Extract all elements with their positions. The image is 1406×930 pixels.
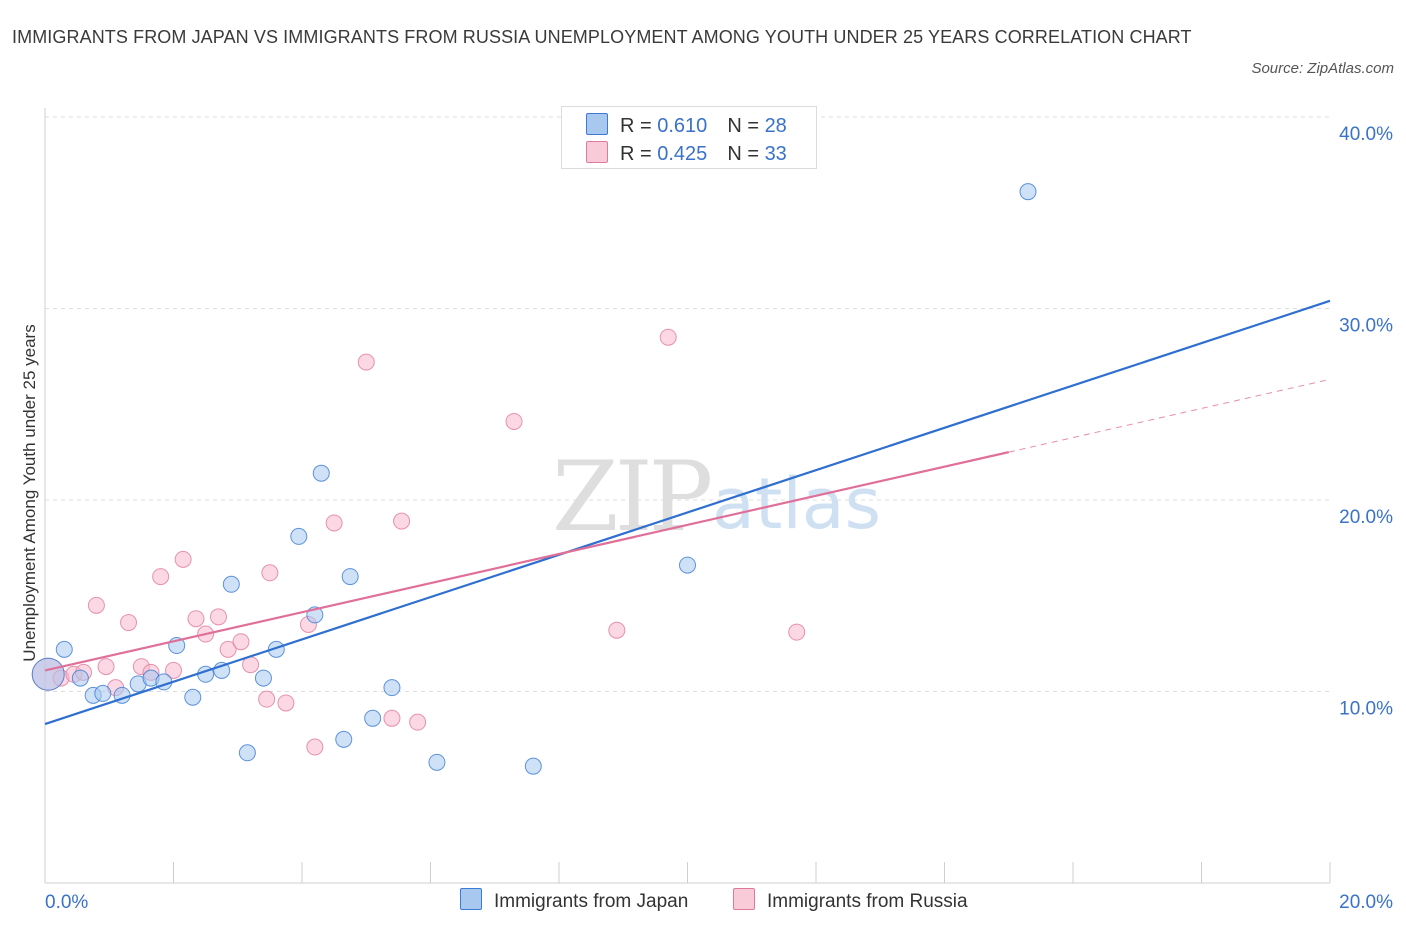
japan-r-value: 0.610 bbox=[657, 115, 708, 137]
legend-japan-swatch bbox=[460, 888, 482, 910]
russia-point[interactable] bbox=[505, 412, 523, 430]
japan-n-value: 28 bbox=[764, 115, 787, 137]
japan-point[interactable] bbox=[1019, 183, 1037, 201]
russia-point[interactable] bbox=[325, 514, 343, 532]
legend-item-japan[interactable]: Immigrants from Japan bbox=[460, 888, 688, 913]
russia-point[interactable] bbox=[608, 621, 626, 639]
russia-trend-line bbox=[44, 451, 1009, 672]
russia-point[interactable] bbox=[152, 568, 170, 586]
japan-point[interactable] bbox=[364, 709, 382, 727]
japan-point[interactable] bbox=[335, 730, 353, 748]
japan-point[interactable] bbox=[341, 568, 359, 586]
japan-point[interactable] bbox=[524, 757, 542, 775]
y-tick-label: 30.0% bbox=[1339, 316, 1393, 337]
russia-point[interactable] bbox=[788, 623, 806, 641]
chart-title: IMMIGRANTS FROM JAPAN VS IMMIGRANTS FROM… bbox=[12, 27, 1192, 47]
russia-swatch bbox=[586, 141, 608, 163]
russia-point[interactable] bbox=[261, 564, 279, 582]
russia-point[interactable] bbox=[165, 661, 182, 679]
japan-point[interactable] bbox=[383, 679, 401, 697]
legend-russia-label: Immigrants from Russia bbox=[767, 891, 968, 912]
legend-japan-label: Immigrants from Japan bbox=[494, 891, 689, 912]
russia-point[interactable] bbox=[306, 738, 324, 756]
russia-n-label: N = bbox=[727, 143, 765, 165]
japan-swatch bbox=[586, 113, 608, 135]
russia-point[interactable] bbox=[174, 550, 192, 568]
japan-point[interactable] bbox=[254, 669, 272, 687]
japan-point[interactable] bbox=[679, 556, 696, 574]
watermark: ZIP atlas bbox=[552, 441, 881, 553]
watermark-atlas: atlas bbox=[712, 463, 881, 545]
russia-point[interactable] bbox=[383, 709, 401, 727]
stats-row-russia: R = 0.425 N = 33 bbox=[586, 141, 787, 165]
source-label: Source: ZipAtlas.com bbox=[1251, 60, 1394, 77]
russia-n-value: 33 bbox=[764, 143, 787, 165]
russia-point[interactable] bbox=[120, 614, 138, 632]
watermark-zip: ZIP bbox=[552, 441, 711, 553]
japan-point[interactable] bbox=[184, 688, 202, 706]
russia-point[interactable] bbox=[187, 610, 205, 628]
y-tick-label: 40.0% bbox=[1339, 124, 1393, 145]
japan-point[interactable] bbox=[290, 527, 308, 545]
russia-point[interactable] bbox=[277, 694, 295, 712]
japan-point[interactable] bbox=[31, 657, 65, 691]
russia-r-label: R = bbox=[620, 143, 658, 165]
russia-point[interactable] bbox=[219, 640, 237, 658]
x-tick-label: 0.0% bbox=[45, 892, 88, 913]
russia-point[interactable] bbox=[258, 690, 276, 708]
y-tick-label: 20.0% bbox=[1339, 507, 1393, 528]
japan-point[interactable] bbox=[55, 640, 73, 658]
y-tick-label: 10.0% bbox=[1339, 699, 1393, 720]
russia-point[interactable] bbox=[659, 328, 677, 346]
japan-point[interactable] bbox=[222, 575, 240, 593]
japan-point[interactable] bbox=[71, 669, 89, 687]
japan-n-label: N = bbox=[727, 115, 765, 137]
japan-point[interactable] bbox=[238, 744, 256, 762]
russia-point[interactable] bbox=[357, 353, 375, 371]
russia-point[interactable] bbox=[87, 596, 105, 614]
japan-r-label: R = bbox=[620, 115, 658, 137]
japan-point[interactable] bbox=[94, 684, 112, 702]
russia-point[interactable] bbox=[209, 608, 227, 626]
stats-row-japan: R = 0.610 N = 28 bbox=[586, 113, 787, 137]
legend-russia-swatch bbox=[733, 888, 755, 910]
legend-item-russia[interactable]: Immigrants from Russia bbox=[733, 888, 968, 913]
japan-point[interactable] bbox=[428, 753, 446, 771]
russia-point[interactable] bbox=[232, 633, 250, 651]
russia-point[interactable] bbox=[97, 658, 115, 676]
legend: Immigrants from Japan Immigrants from Ru… bbox=[0, 888, 1406, 916]
x-tick-label: 20.0% bbox=[1339, 892, 1393, 913]
russia-point[interactable] bbox=[409, 713, 427, 731]
russia-r-value: 0.425 bbox=[657, 143, 708, 165]
stats-box: R = 0.610 N = 28 R = 0.425 N = 33 bbox=[561, 106, 817, 169]
japan-trend-line bbox=[44, 299, 1331, 726]
japan-point[interactable] bbox=[312, 464, 330, 482]
russia-point[interactable] bbox=[393, 512, 411, 530]
